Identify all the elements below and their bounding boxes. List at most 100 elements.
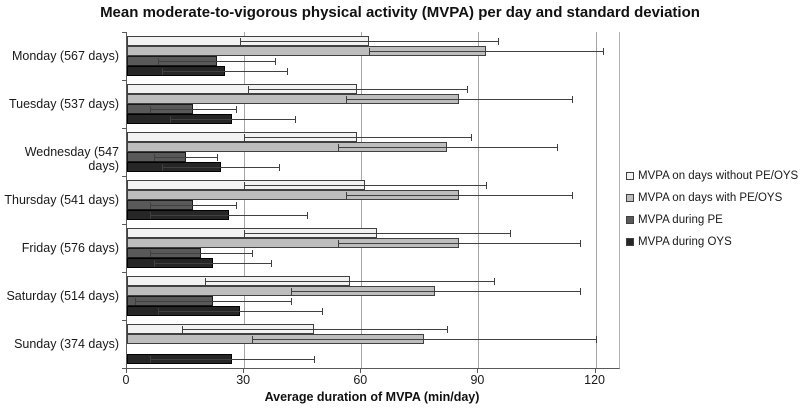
error-bar-cap: [158, 308, 160, 315]
error-bar-cap: [158, 58, 160, 65]
error-bar-cap: [150, 106, 152, 113]
category-label: Tuesday (537 days): [8, 97, 119, 111]
category-label: Sunday (374 days): [14, 337, 119, 351]
error-bar-cap: [579, 240, 581, 247]
x-axis-tick: [477, 369, 479, 373]
error-bar-cap: [294, 116, 296, 123]
error-bar-cap: [572, 96, 574, 103]
error-bar-cap: [509, 230, 511, 237]
legend-item: MVPA during OYS: [626, 231, 798, 253]
error-bar-cap: [287, 68, 289, 75]
error-bar-cap: [162, 164, 164, 171]
error-bar: [369, 51, 604, 52]
error-bar-cap: [216, 154, 218, 161]
error-bar-cap: [306, 212, 308, 219]
legend-swatch-3: [626, 216, 634, 224]
category-label: Monday (567 days): [11, 49, 119, 63]
gridline: [244, 32, 246, 368]
gridline: [361, 32, 363, 368]
x-axis-tick: [243, 369, 245, 373]
x-tick-label: 30: [236, 373, 251, 387]
error-bar-cap: [244, 230, 246, 237]
legend: MVPA on days without PE/OYS MVPA on days …: [626, 165, 798, 253]
x-axis-tick: [360, 369, 362, 373]
category-label: Thursday (541 days): [4, 193, 119, 207]
error-bar-cap: [154, 260, 156, 267]
error-bar-cap: [236, 202, 238, 209]
category-tick: [122, 176, 126, 177]
error-bar-cap: [494, 278, 496, 285]
error-bar-cap: [337, 240, 339, 247]
error-bar: [205, 281, 495, 282]
error-bar: [244, 233, 510, 234]
error-bar: [181, 329, 448, 330]
error-bar: [162, 71, 288, 72]
error-bar: [158, 61, 276, 62]
error-bar: [134, 301, 291, 302]
category-tick: [122, 80, 126, 81]
error-bar: [337, 147, 557, 148]
legend-swatch-1: [626, 172, 634, 180]
error-bar: [248, 89, 467, 90]
category-label: Wednesday (547 days): [24, 145, 119, 173]
error-bar-cap: [345, 192, 347, 199]
error-bar-cap: [291, 298, 292, 305]
error-bar-cap: [279, 164, 281, 171]
category-tick: [122, 224, 126, 225]
gridline: [595, 32, 597, 368]
x-axis-tick: [594, 369, 596, 373]
error-bar-cap: [314, 356, 316, 363]
legend-label: MVPA on days with PE/OYS: [638, 192, 783, 204]
error-bar: [345, 195, 573, 196]
error-bar-cap: [322, 308, 324, 315]
category-label: Friday (576 days): [21, 241, 119, 255]
error-bar: [150, 205, 237, 206]
category-tick: [122, 320, 126, 321]
error-bar-cap: [447, 326, 449, 333]
legend-item: MVPA on days with PE/OYS: [626, 187, 798, 209]
error-bar-cap: [271, 260, 273, 267]
error-bar-cap: [240, 38, 242, 45]
category-tick: [122, 272, 126, 273]
error-bar: [154, 157, 217, 158]
error-bar-cap: [556, 144, 558, 151]
error-bar: [150, 253, 252, 254]
x-tick-label: 90: [470, 373, 485, 387]
category-tick: [122, 128, 126, 129]
error-bar-cap: [244, 134, 246, 141]
x-tick-label: 120: [584, 373, 605, 387]
error-bar-cap: [595, 336, 597, 343]
error-bar-cap: [337, 144, 339, 151]
error-bar-cap: [470, 134, 472, 141]
category-label: Saturday (514 days): [6, 289, 119, 303]
error-bar-cap: [244, 182, 246, 189]
plot-area: [126, 32, 620, 369]
error-bar-cap: [251, 336, 253, 343]
error-bar-cap: [345, 96, 347, 103]
error-bar-cap: [572, 192, 574, 199]
error-bar: [169, 119, 295, 120]
error-bar-cap: [150, 212, 152, 219]
error-bar-cap: [150, 356, 152, 363]
error-bar-cap: [150, 250, 152, 257]
error-bar-cap: [134, 298, 136, 305]
error-bar: [251, 339, 596, 340]
error-bar-cap: [275, 58, 277, 65]
error-bar: [291, 291, 580, 292]
error-bar: [154, 263, 272, 264]
error-bar-cap: [248, 86, 250, 93]
legend-item: MVPA during PE: [626, 209, 798, 231]
error-bar-cap: [169, 116, 171, 123]
error-bar-cap: [251, 250, 253, 257]
error-bar-cap: [205, 278, 207, 285]
error-bar: [150, 109, 237, 110]
gridline: [478, 32, 480, 368]
x-tick-label: 60: [353, 373, 368, 387]
error-bar-cap: [579, 288, 581, 295]
chart-title: Mean moderate-to-vigorous physical activ…: [100, 4, 700, 21]
error-bar: [150, 215, 307, 216]
error-bar-cap: [497, 38, 499, 45]
legend-swatch-2: [626, 194, 634, 202]
error-bar-cap: [369, 48, 371, 55]
